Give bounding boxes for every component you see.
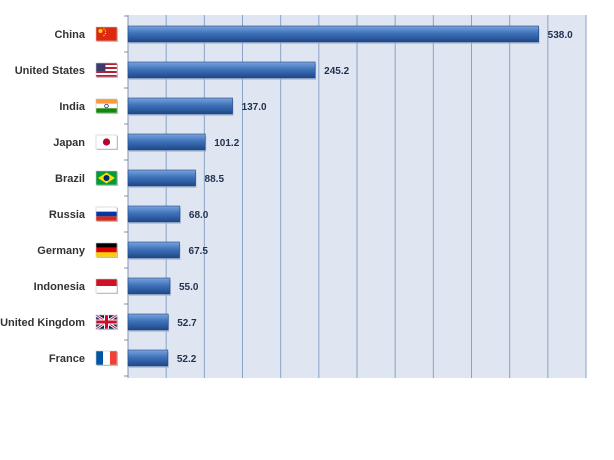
category-label: Indonesia [34,281,86,293]
data-label: 101.2 [214,138,239,149]
flag-russia-icon [95,206,118,222]
category-label: United States [15,65,85,77]
bar [127,25,539,43]
category-label: United Kingdom [0,317,85,329]
bars [127,25,540,368]
category-label: France [49,353,85,365]
data-label: 68.0 [189,210,209,221]
labels: China 538.0 United States 245.2 India 137.0 Ja… [0,29,573,365]
bar [127,313,169,331]
flag-brazil-icon [95,170,118,186]
category-label: China [54,29,85,41]
bar [127,241,180,259]
bar [127,61,316,79]
flag-germany-icon [95,242,118,258]
flag-japan-icon [95,134,118,150]
data-label: 52.2 [177,354,197,365]
data-label: 52.7 [177,318,197,329]
bar [127,277,171,295]
data-label: 88.5 [205,174,225,185]
category-label: Brazil [55,173,85,185]
data-label: 67.5 [189,246,209,257]
flag-france-icon [95,350,118,366]
category-label: Japan [53,137,85,149]
category-label: Germany [37,245,86,257]
bar [127,97,233,115]
flags [95,26,118,366]
bar [127,349,169,367]
bar [127,169,196,187]
flag-indonesia-icon [95,278,118,294]
bar [127,133,206,151]
category-label: Russia [49,209,86,221]
bar [127,205,181,223]
flag-china-icon [95,26,118,42]
category-label: India [59,101,86,113]
flag-united-states-icon [95,62,118,78]
flag-united-kingdom-icon [95,313,118,331]
data-label: 137.0 [242,102,267,113]
data-label: 245.2 [324,66,349,77]
data-label: 55.0 [179,282,199,293]
flag-india-icon [95,98,118,114]
data-label: 538.0 [548,30,573,41]
